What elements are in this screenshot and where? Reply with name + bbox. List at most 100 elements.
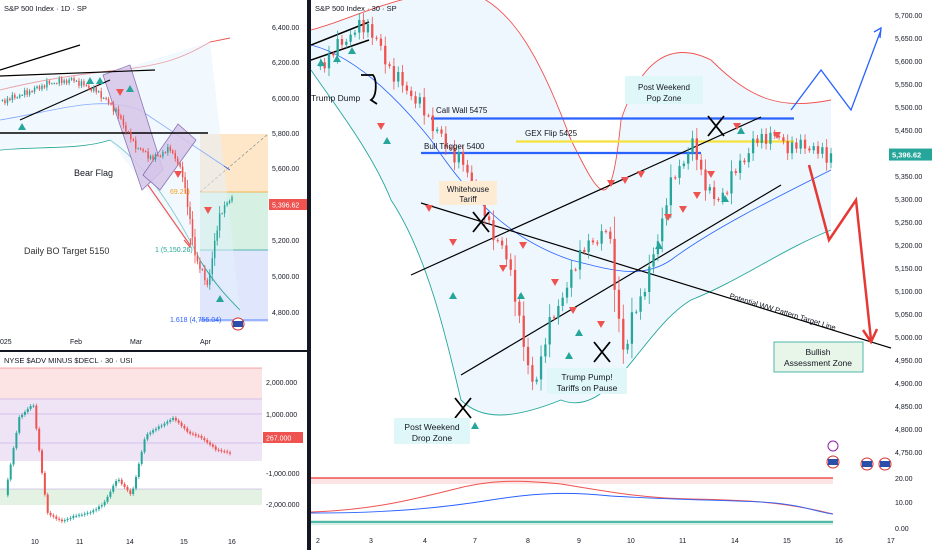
intraday-candle-body (392, 66, 396, 82)
post-weekend-drop-label: Drop Zone (412, 433, 452, 443)
daily-candle-body (53, 83, 56, 85)
intraday-price-tick: 5,500.00 (895, 105, 922, 112)
daily-candle-body (162, 152, 164, 157)
intraday-price-tick: 4,850.00 (895, 404, 922, 411)
intraday-price-tick: 4,750.00 (895, 450, 922, 457)
breadth-bar (38, 428, 41, 451)
daily-candle-body (68, 79, 70, 84)
breadth-bar (186, 428, 189, 432)
breadth-y-tick: -1,000.000 (266, 471, 300, 478)
breadth-y-tick: -2,000.000 (266, 502, 300, 509)
intraday-price-tick: 5,700.00 (895, 13, 922, 20)
upper-band (311, 0, 832, 191)
breadth-chart-pane[interactable]: 2,000.000 1,000.000 -1,000.000 -2,000.000 26… (0, 352, 307, 550)
sell-signal-icon (773, 132, 781, 139)
sell-signal-icon (204, 207, 212, 214)
daily-candle-body (152, 156, 154, 160)
intraday-candle-body (756, 138, 759, 144)
sell-signal-icon (449, 239, 457, 246)
intraday-chart-svg[interactable]: Trump Dump Call Wall 5475 Post Weekend Pop … (311, 0, 932, 550)
intraday-candle-body (596, 242, 599, 244)
breadth-bar (106, 496, 109, 502)
arrow-head-icon (873, 26, 882, 39)
intraday-candle-body (760, 133, 763, 144)
daily-candle-body (107, 99, 110, 104)
breadth-bar (177, 420, 180, 423)
breadth-bar (157, 426, 160, 429)
intraday-candle-body (587, 240, 590, 253)
intraday-candle-body (500, 240, 504, 246)
breadth-last-tag (263, 432, 303, 443)
daily-x-tick: Feb (70, 339, 82, 346)
daily-candle-body (218, 213, 221, 231)
sell-signal-icon (637, 171, 645, 178)
intraday-price-tick: 5,350.00 (895, 174, 922, 181)
intraday-candle-body (682, 163, 686, 167)
intraday-candle-body (821, 147, 824, 154)
intraday-candle-body (695, 138, 698, 160)
intraday-price-tick: 5,550.00 (895, 82, 922, 89)
daily-chart-pane[interactable]: Bear Flag Daily BO Target 5150 69.21) 1 (5,… (0, 0, 307, 350)
fib-1-label: 1 (5,150.26) (155, 247, 193, 254)
intraday-x-tick: 9 (577, 538, 581, 545)
gex-flip-label: GEX Flip 5425 (525, 129, 578, 138)
breadth-bar (49, 512, 52, 516)
daily-bo-target-label: Daily BO Target 5150 (24, 246, 109, 256)
intraday-candle-body (747, 153, 750, 163)
intraday-candle-body (708, 187, 711, 191)
daily-candle-body (70, 78, 73, 80)
breadth-bar (152, 430, 155, 433)
intraday-candle-body (786, 141, 789, 154)
intraday-price-tick: 5,000.00 (895, 335, 922, 342)
breadth-bar (78, 514, 81, 516)
breadth-bar (55, 516, 58, 519)
buy-signal-icon (333, 55, 341, 62)
intraday-candle-body (388, 64, 391, 67)
vertical-divider[interactable] (307, 0, 311, 550)
x-mark-icon (707, 115, 725, 137)
daily-candle-body (85, 85, 88, 87)
intraday-candle-body (591, 240, 595, 243)
breadth-bar (200, 436, 203, 439)
intraday-candle-body (704, 169, 707, 191)
overbought-zone (0, 368, 262, 399)
daily-candle-body (21, 94, 23, 96)
daily-candle-body (65, 80, 68, 84)
post-weekend-pop-label: Post Weekend (638, 83, 690, 92)
intraday-candle-body (332, 53, 335, 56)
intraday-candle-body (721, 192, 724, 200)
daily-candle-body (144, 151, 147, 153)
breadth-bar (23, 411, 26, 415)
intraday-candle-body (561, 297, 564, 306)
intraday-candle-body (487, 216, 491, 221)
call-wall-label: Call Wall 5475 (436, 106, 488, 115)
buy-signal-icon (471, 422, 479, 429)
intraday-candle-body (362, 19, 365, 33)
daily-candle-body (184, 177, 186, 189)
intraday-price-tick: 5,200.00 (895, 243, 922, 250)
breadth-bar (86, 512, 89, 514)
post-weekend-pop-label: Pop Zone (647, 94, 682, 103)
horizontal-divider[interactable] (0, 350, 307, 352)
breadth-chart-svg[interactable]: 2,000.000 1,000.000 -1,000.000 -2,000.000 26… (0, 352, 307, 550)
sell-signal-icon (733, 123, 741, 130)
intraday-candle-body (466, 164, 469, 173)
intraday-candle-body (669, 177, 673, 206)
intraday-candle-body (457, 152, 460, 163)
intraday-candle-body (738, 160, 742, 173)
intraday-x-tick: 10 (627, 538, 635, 545)
daily-candle-body (211, 258, 214, 275)
daily-candle-body (31, 91, 33, 93)
daily-chart-svg[interactable]: Bear Flag Daily BO Target 5150 69.21) 1 (5,… (0, 0, 307, 350)
hook-arrow-icon (361, 74, 378, 105)
buy-signal-icon (565, 352, 573, 359)
buy-signal-icon (86, 77, 94, 84)
intraday-candle-body (449, 147, 452, 149)
intraday-candle-body (652, 254, 655, 267)
breadth-bar (83, 513, 86, 515)
daily-price-tick: 6,200.00 (272, 60, 299, 67)
sell-signal-icon (174, 171, 182, 178)
intraday-price-tick: 5,300.00 (895, 197, 922, 204)
intraday-candle-body (626, 343, 629, 350)
intraday-chart-pane[interactable]: Trump Dump Call Wall 5475 Post Weekend Pop … (311, 0, 932, 550)
